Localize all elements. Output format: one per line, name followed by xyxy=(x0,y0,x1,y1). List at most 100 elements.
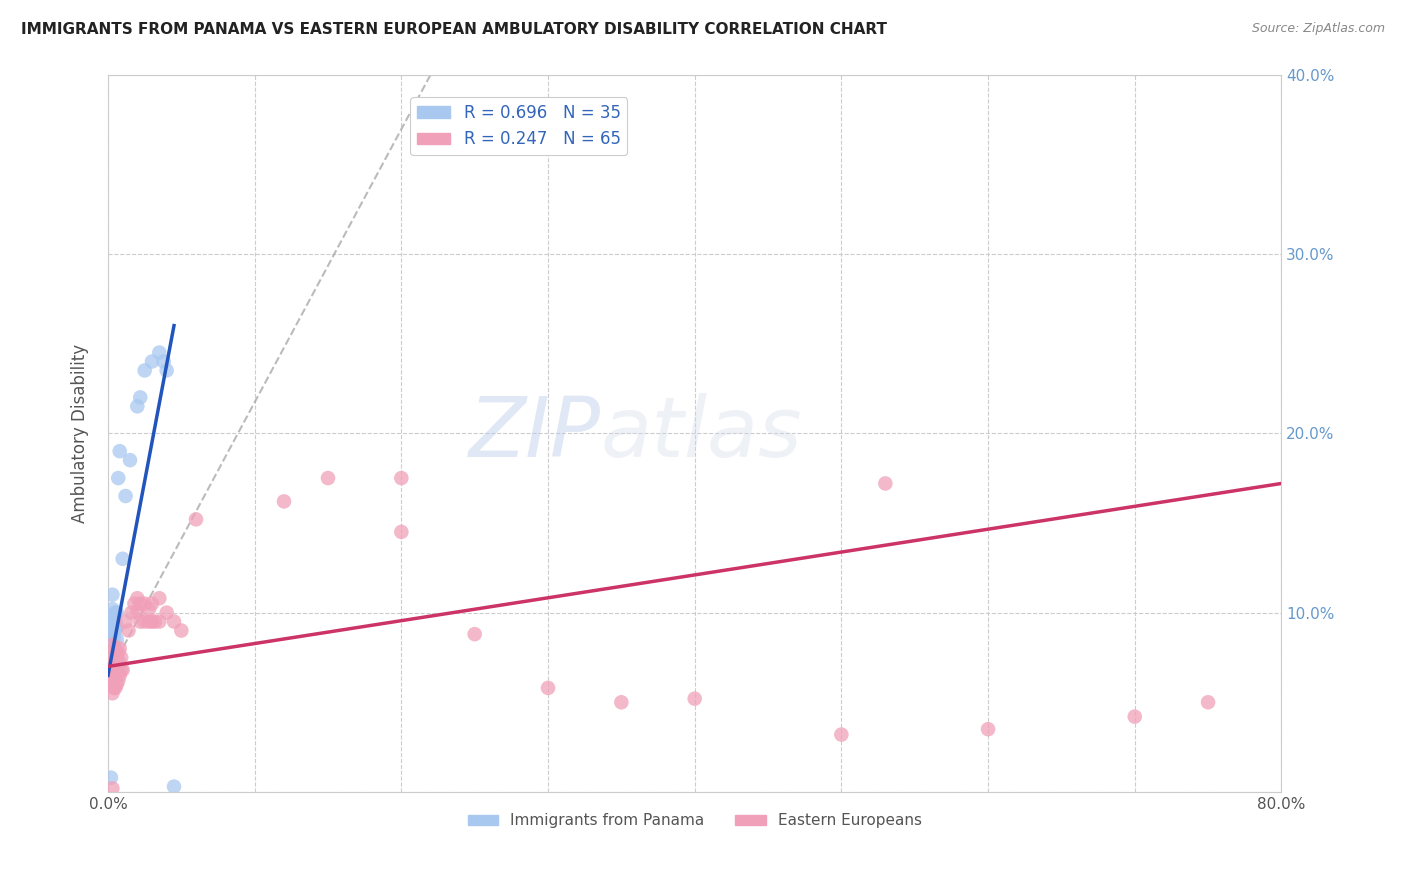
Point xyxy=(100,663,122,677)
Point xyxy=(111,663,134,677)
Point xyxy=(316,471,339,485)
Point xyxy=(129,597,152,611)
Point xyxy=(134,363,156,377)
Point xyxy=(100,771,122,785)
Point xyxy=(683,691,706,706)
Point xyxy=(105,620,128,634)
Point xyxy=(105,677,128,691)
Point xyxy=(148,591,170,606)
Point xyxy=(103,615,125,629)
Point xyxy=(141,354,163,368)
Point xyxy=(107,673,129,688)
Point xyxy=(156,363,179,377)
Point xyxy=(129,390,152,404)
Point xyxy=(101,625,124,640)
Point xyxy=(104,668,127,682)
Point xyxy=(104,606,127,620)
Point xyxy=(104,681,127,695)
Point xyxy=(104,656,127,670)
Point xyxy=(156,606,179,620)
Point xyxy=(101,588,124,602)
Y-axis label: Ambulatory Disability: Ambulatory Disability xyxy=(72,343,89,523)
Point xyxy=(163,780,186,794)
Point xyxy=(103,681,125,695)
Point xyxy=(105,663,128,677)
Point xyxy=(118,453,141,467)
Point xyxy=(117,624,139,638)
Point xyxy=(108,641,131,656)
Point xyxy=(101,616,124,631)
Point xyxy=(100,650,122,665)
Point xyxy=(101,609,124,624)
Point xyxy=(143,615,166,629)
Point xyxy=(105,606,128,620)
Point xyxy=(104,641,127,656)
Point xyxy=(98,632,121,647)
Point xyxy=(101,638,124,652)
Point xyxy=(107,659,129,673)
Point xyxy=(98,659,121,673)
Point xyxy=(610,695,633,709)
Point xyxy=(134,597,156,611)
Point xyxy=(111,551,134,566)
Point xyxy=(138,602,160,616)
Point xyxy=(104,615,127,629)
Point xyxy=(110,663,132,677)
Point xyxy=(105,650,128,665)
Point xyxy=(101,677,124,691)
Point xyxy=(127,606,149,620)
Point xyxy=(114,489,136,503)
Point xyxy=(105,632,128,647)
Point xyxy=(104,624,127,638)
Point xyxy=(100,629,122,643)
Legend: Immigrants from Panama, Eastern Europeans: Immigrants from Panama, Eastern European… xyxy=(461,807,928,835)
Point xyxy=(101,645,124,659)
Text: atlas: atlas xyxy=(600,392,803,474)
Point xyxy=(152,354,174,368)
Point xyxy=(830,728,852,742)
Point xyxy=(170,624,193,638)
Point xyxy=(114,615,136,629)
Point xyxy=(108,668,131,682)
Point xyxy=(101,686,124,700)
Point xyxy=(184,512,207,526)
Point xyxy=(1197,695,1219,709)
Point xyxy=(108,656,131,670)
Point xyxy=(101,602,124,616)
Point xyxy=(107,471,129,485)
Point xyxy=(107,645,129,659)
Point xyxy=(129,615,152,629)
Point xyxy=(537,681,560,695)
Point xyxy=(101,650,124,665)
Point xyxy=(148,345,170,359)
Point xyxy=(100,620,122,634)
Point xyxy=(127,400,149,414)
Point xyxy=(100,627,122,641)
Point xyxy=(977,722,1000,736)
Point xyxy=(103,668,125,682)
Point xyxy=(141,615,163,629)
Text: Source: ZipAtlas.com: Source: ZipAtlas.com xyxy=(1251,22,1385,36)
Point xyxy=(148,615,170,629)
Point xyxy=(101,663,124,677)
Point xyxy=(103,631,125,645)
Point xyxy=(1123,709,1146,723)
Point xyxy=(101,781,124,796)
Point xyxy=(138,615,160,629)
Text: IMMIGRANTS FROM PANAMA VS EASTERN EUROPEAN AMBULATORY DISABILITY CORRELATION CHA: IMMIGRANTS FROM PANAMA VS EASTERN EUROPE… xyxy=(21,22,887,37)
Point xyxy=(98,677,121,691)
Point xyxy=(108,444,131,458)
Point xyxy=(141,597,163,611)
Point xyxy=(134,615,156,629)
Point xyxy=(127,591,149,606)
Point xyxy=(124,597,146,611)
Point xyxy=(120,606,142,620)
Text: ZIP: ZIP xyxy=(468,392,600,474)
Point xyxy=(464,627,486,641)
Point xyxy=(273,494,295,508)
Point xyxy=(389,524,412,539)
Point xyxy=(98,668,121,682)
Point xyxy=(98,624,121,638)
Point xyxy=(100,673,122,688)
Point xyxy=(100,636,122,650)
